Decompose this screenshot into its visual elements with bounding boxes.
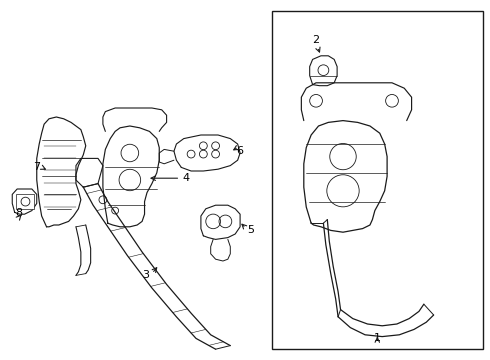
- Bar: [272, 11, 483, 349]
- Text: 2: 2: [313, 35, 319, 45]
- Text: 7: 7: [33, 162, 40, 172]
- Text: 5: 5: [247, 225, 254, 235]
- Bar: [16, 194, 34, 209]
- Text: 6: 6: [236, 146, 243, 156]
- Text: 8: 8: [15, 208, 22, 218]
- Text: 3: 3: [143, 270, 149, 280]
- Text: 1: 1: [374, 333, 381, 343]
- Text: 4: 4: [182, 173, 190, 183]
